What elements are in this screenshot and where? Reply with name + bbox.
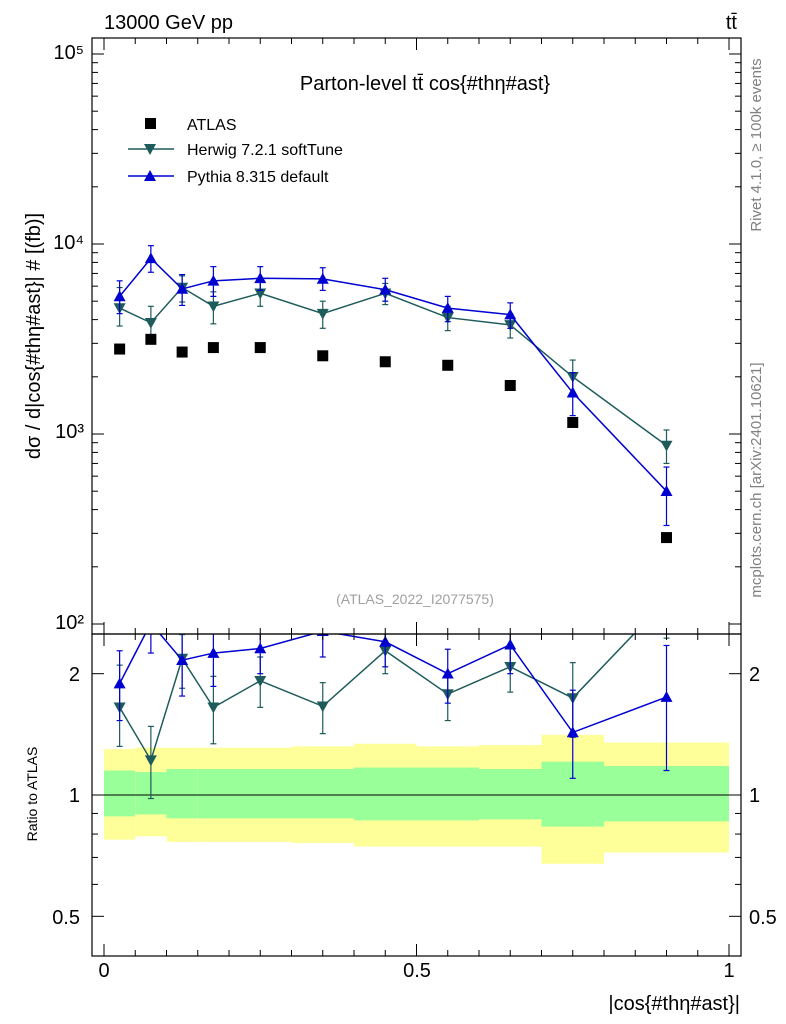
atlas-point <box>176 346 188 358</box>
inner-band <box>479 769 542 820</box>
inner-band <box>104 770 136 817</box>
legend-label-herwig: Herwig 7.2.1 softTune <box>187 142 343 159</box>
herwig-point <box>316 308 329 320</box>
pythia-ratio-point <box>113 677 126 689</box>
main-panel: 10² 10³ 10⁴ 10⁵ Parton-level tt̄ cos{#th… <box>23 37 742 635</box>
pythia-ratio-point <box>441 667 454 679</box>
pythia-point <box>176 282 189 294</box>
pythia-ratio-line <box>118 634 667 734</box>
ratio-tick-label-right-1: 1 <box>749 785 760 807</box>
x-tick-label-0: 0 <box>98 960 109 982</box>
legend: ATLAS Herwig 7.2.1 softTune Pythia 8.315… <box>128 117 343 186</box>
inner-band <box>604 766 729 822</box>
pythia-ratio-point <box>176 654 189 666</box>
herwig-ratio-point <box>254 676 267 687</box>
atlas-point <box>114 343 126 355</box>
y-tick-label-1e4: 10⁴ <box>53 232 84 254</box>
y-tick-label-1e2: 10² <box>55 612 84 634</box>
y-tick-label-1e3: 10³ <box>55 421 84 443</box>
legend-entry-herwig: Herwig 7.2.1 softTune <box>128 142 343 159</box>
herwig-point <box>144 317 157 329</box>
y-axis-label: dσ / d|cos{#thη#ast}| # [(fb)] <box>23 213 45 459</box>
pythia-point <box>254 272 267 284</box>
pythia-point <box>316 272 329 284</box>
uncertainty-bands <box>104 734 729 864</box>
x-tick-label-1: 1 <box>723 960 734 982</box>
ratio-tick-label-1: 1 <box>69 785 80 807</box>
pythia-ratio-point <box>660 691 673 702</box>
mcplots-label: mcplots.cern.ch [arXiv:2401.10621] <box>748 362 765 597</box>
pythia-point <box>504 308 517 320</box>
chart-title: Parton-level tt̄ cos{#thη#ast} <box>300 73 550 95</box>
energy-label: 13000 GeV pp <box>104 12 233 34</box>
ratio-tick-label-0.5: 0.5 <box>52 907 80 929</box>
pythia-point <box>379 283 392 295</box>
pythia-point <box>441 302 454 313</box>
herwig-ratio-point <box>661 595 673 606</box>
legend-label-atlas: ATLAS <box>187 117 237 134</box>
herwig-ratio-point <box>144 755 157 767</box>
legend-label-pythia: Pythia 8.315 default <box>187 169 329 186</box>
pythia-point <box>566 386 579 398</box>
ratio-panel: 0.5 1 2 0.5 1 2 0 0.5 1 |cos{#thη#ast}| … <box>24 595 777 1015</box>
ratio-tick-label-right-0.5: 0.5 <box>749 907 777 929</box>
ratio-y-axis-label: Ratio to ATLAS <box>24 747 40 842</box>
rivet-label: Rivet 4.1.0, ≥ 100k events <box>748 58 765 231</box>
inner-band <box>197 769 229 819</box>
herwig-point <box>207 301 220 313</box>
inner-band <box>166 769 198 819</box>
inner-band <box>229 769 292 819</box>
x-axis <box>103 634 730 956</box>
pythia-ratio-point <box>379 635 392 647</box>
x-tick-labels: 0 0.5 1 <box>98 960 734 982</box>
pythia-ratio-point <box>504 638 517 650</box>
legend-entry-atlas: ATLAS <box>145 117 237 134</box>
pythia-ratio-point <box>566 726 579 738</box>
watermark-label: (ATLAS_2022_I2077575) <box>336 591 494 607</box>
inner-band <box>416 767 479 821</box>
y-tick-label-1e5: 10⁵ <box>53 42 84 64</box>
x-axis-label: |cos{#thη#ast}| <box>608 993 740 1015</box>
ratio-y-tick-labels: 0.5 1 2 0.5 1 2 <box>52 664 777 929</box>
atlas-point <box>145 333 157 345</box>
main-y-axis <box>92 38 741 634</box>
pythia-point <box>660 485 673 496</box>
ratio-tick-label-right-2: 2 <box>749 664 760 686</box>
herwig-line <box>119 286 667 447</box>
process-label: tt̄ <box>726 12 738 34</box>
pythia-line <box>119 257 668 492</box>
ratio-tick-label-2: 2 <box>69 664 80 686</box>
inner-band <box>291 769 354 819</box>
main-series-layer <box>113 245 673 544</box>
herwig-point <box>660 440 673 452</box>
pythia-point <box>113 290 126 302</box>
inner-band <box>354 767 417 821</box>
pythia-point <box>144 252 157 264</box>
ratio-y-axis <box>92 673 741 917</box>
atlas-point <box>379 356 391 368</box>
herwig-ratio-point <box>207 702 220 714</box>
legend-marker-atlas <box>145 118 156 129</box>
pythia-point <box>207 274 220 286</box>
atlas-point <box>567 416 579 428</box>
atlas-point <box>254 342 266 354</box>
atlas-point <box>442 359 454 371</box>
atlas-point <box>207 342 219 354</box>
legend-marker-herwig <box>144 144 156 155</box>
legend-marker-pythia <box>144 170 156 181</box>
atlas-point <box>661 532 672 544</box>
atlas-point <box>317 350 329 362</box>
pythia-ratio-point <box>207 647 220 658</box>
main-y-tick-labels: 10² 10³ 10⁴ 10⁵ <box>53 42 84 634</box>
pythia-ratio-point <box>145 617 157 628</box>
x-tick-label-0.5: 0.5 <box>403 960 431 982</box>
pythia-ratio-point <box>254 642 267 654</box>
legend-entry-pythia: Pythia 8.315 default <box>128 169 329 186</box>
atlas-point <box>504 379 516 391</box>
ratio-series-layer <box>113 595 673 800</box>
herwig-ratio-point <box>316 701 329 713</box>
herwig-point <box>254 288 267 300</box>
